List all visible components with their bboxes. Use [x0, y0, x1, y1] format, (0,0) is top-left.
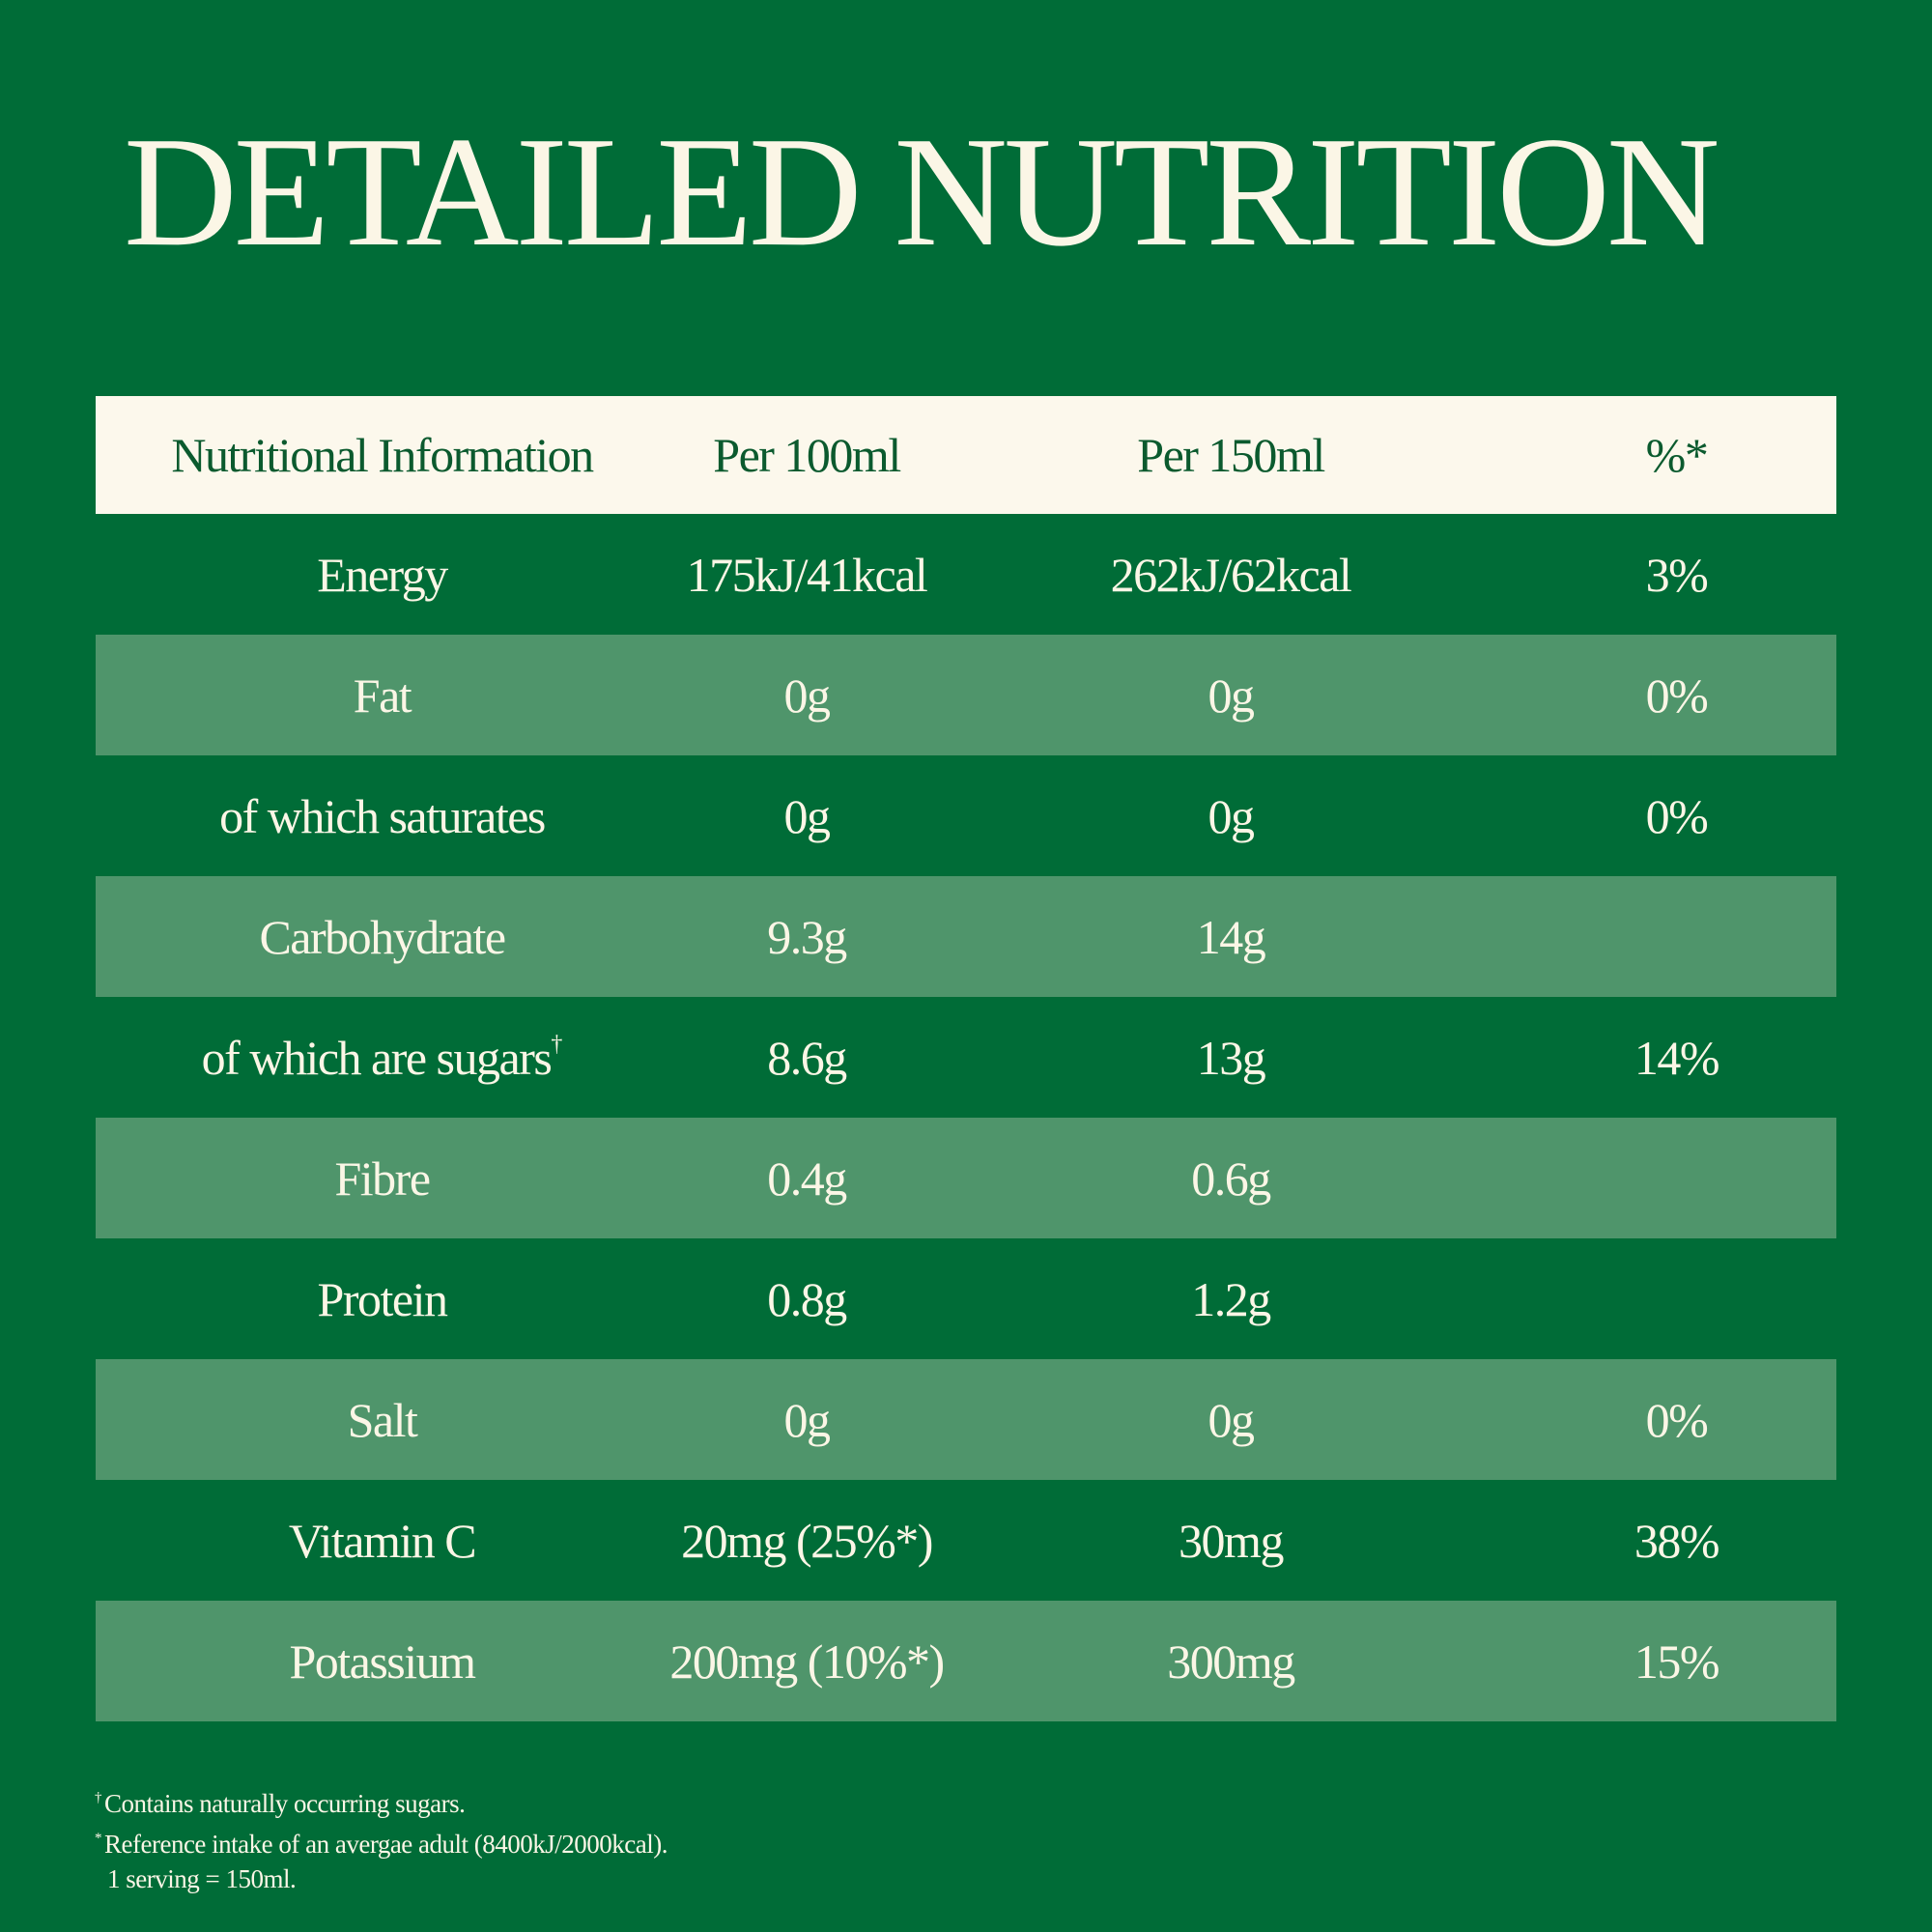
nutrient-name: Protein — [317, 1271, 448, 1326]
per-150ml-value: 300mg — [1167, 1634, 1295, 1689]
column-header-per-150ml: Per 150ml — [1137, 428, 1325, 482]
table-row-energy: Energy 175kJ/41kcal 262kJ/62kcal 3% — [96, 514, 1836, 635]
nutrient-name: of which saturates — [219, 788, 546, 843]
table-row-protein: Protein 0.8g 1.2g — [96, 1238, 1836, 1359]
footnote-serving: 1 serving = 150ml. — [107, 1864, 297, 1893]
per-100ml-value: 9.3g — [767, 909, 847, 964]
per-150ml-value: 30mg — [1179, 1513, 1284, 1568]
per-150ml-value: 1.2g — [1191, 1271, 1271, 1326]
per-100ml-value: 175kJ/41kcal — [686, 547, 928, 602]
nutrient-name: Fibre — [334, 1151, 431, 1206]
table-row-saturates: of which saturates 0g 0g 0% — [96, 755, 1836, 876]
per-150ml-value: 262kJ/62kcal — [1110, 547, 1352, 602]
nutrient-name: Carbohydrate — [259, 909, 506, 964]
footnote-reference-intake: * Reference intake of an avergae adult (8… — [95, 1821, 668, 1861]
nutrient-name: Potassium — [289, 1634, 476, 1689]
table-row-vitamin-c: Vitamin C 20mg (25%*) 30mg 38% — [96, 1480, 1836, 1601]
per-150ml-value: 0.6g — [1191, 1151, 1271, 1206]
per-150ml-value: 0g — [1208, 1392, 1256, 1447]
reference-intake-value: 15% — [1634, 1634, 1720, 1689]
nutrient-name: of which are sugars† — [96, 1033, 668, 1082]
per-100ml-value: 8.6g — [767, 1030, 847, 1085]
per-150ml-value: 0g — [1208, 668, 1256, 723]
table-row-salt: Salt 0g 0g 0% — [96, 1359, 1836, 1480]
dagger-mark: † — [95, 1790, 102, 1805]
column-header-nutritional-information: Nutritional Information — [171, 428, 594, 482]
per-100ml-value: 20mg (25%*) — [681, 1513, 933, 1568]
per-100ml-value: 0g — [783, 668, 832, 723]
reference-intake-value: 3% — [1645, 547, 1709, 602]
footnote-sugars-text: Contains naturally occurring sugars. — [104, 1789, 466, 1818]
reference-intake-value: 38% — [1634, 1513, 1720, 1568]
table-row-potassium: Potassium 200mg (10%*) 300mg 15% — [96, 1601, 1836, 1721]
per-100ml-value: 0g — [783, 788, 832, 843]
nutrient-name: Fat — [353, 668, 412, 723]
nutrient-name: Salt — [347, 1392, 418, 1447]
nutrient-name-text: of which are sugars — [201, 1031, 553, 1085]
asterisk-mark: * — [95, 1831, 102, 1846]
reference-intake-value: 0% — [1645, 1392, 1709, 1447]
reference-intake-value: 0% — [1645, 668, 1709, 723]
nutrition-table: Nutritional Information Per 100ml Per 15… — [96, 396, 1836, 1721]
per-150ml-value: 13g — [1196, 1030, 1266, 1085]
table-row-carbohydrate: Carbohydrate 9.3g 14g — [96, 876, 1836, 997]
per-100ml-value: 0.4g — [767, 1151, 847, 1206]
table-row-sugars: of which are sugars† 8.6g 13g 14% — [96, 997, 1836, 1118]
dagger-footnote-mark: † — [551, 1032, 563, 1057]
column-header-per-100ml: Per 100ml — [713, 428, 901, 482]
per-100ml-value: 0g — [783, 1392, 832, 1447]
per-100ml-value: 200mg (10%*) — [669, 1634, 945, 1689]
footnotes: † Contains naturally occurring sugars. * R… — [95, 1780, 668, 1896]
reference-intake-value: 0% — [1645, 788, 1709, 843]
column-header-reference-intake: %* — [1645, 428, 1709, 482]
footnote-sugars: † Contains naturally occurring sugars. — [95, 1780, 668, 1821]
nutrient-name: Vitamin C — [288, 1513, 477, 1568]
table-header-row: Nutritional Information Per 100ml Per 15… — [96, 396, 1836, 514]
per-150ml-value: 14g — [1196, 909, 1266, 964]
per-100ml-value: 0.8g — [767, 1271, 847, 1326]
table-row-fat: Fat 0g 0g 0% — [96, 635, 1836, 755]
per-150ml-value: 0g — [1208, 788, 1256, 843]
reference-intake-value: 14% — [1634, 1030, 1720, 1085]
page-title: DETAILED NUTRITION — [124, 105, 1720, 279]
footnote-reference-intake-text: Reference intake of an avergae adult (84… — [104, 1830, 668, 1859]
nutrient-name: Energy — [317, 547, 448, 602]
table-row-fibre: Fibre 0.4g 0.6g — [96, 1118, 1836, 1238]
